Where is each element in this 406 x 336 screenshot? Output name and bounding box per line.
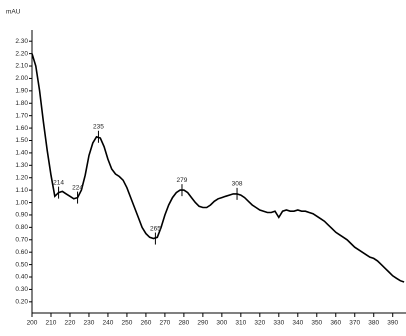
y-tick-label: 1.20	[15, 174, 28, 181]
peak-label: 308	[232, 181, 243, 188]
y-tick-label: 0.40	[15, 274, 28, 281]
x-tick-label: 370	[349, 320, 360, 327]
y-tick-label: 2.30	[15, 38, 28, 45]
y-tick-label: 1.90	[15, 88, 28, 95]
x-tick-label: 330	[273, 320, 284, 327]
x-tick-label: 250	[121, 320, 132, 327]
peak-label: 279	[177, 177, 188, 184]
x-tick-label: 300	[216, 320, 227, 327]
y-tick-label: 1.50	[15, 137, 28, 144]
x-tick-label: 390	[387, 320, 398, 327]
x-tick-label: 230	[84, 320, 95, 327]
x-tick-label: 360	[330, 320, 341, 327]
x-tick-label: 320	[254, 320, 265, 327]
y-tick-label: 2.20	[15, 50, 28, 57]
y-tick-label: 0.60	[15, 249, 28, 256]
y-tick-label: 1.60	[15, 125, 28, 132]
y-tick-label: 0.30	[15, 286, 28, 293]
y-tick-label: 0.20	[15, 299, 28, 306]
y-tick-label: 1.00	[15, 199, 28, 206]
x-tick-label: 340	[292, 320, 303, 327]
y-tick-label: 1.30	[15, 162, 28, 169]
spectrum-line	[31, 53, 405, 283]
x-tick-label: 260	[140, 320, 151, 327]
x-tick-label: 200	[27, 320, 38, 327]
x-tick-label: 240	[103, 320, 114, 327]
y-tick-label: 1.10	[15, 187, 28, 194]
y-tick-label: 1.70	[15, 112, 28, 119]
x-tick-label: 280	[178, 320, 189, 327]
y-tick-label: 0.50	[15, 261, 28, 268]
x-tick-label: 210	[46, 320, 57, 327]
peak-label: 235	[93, 123, 104, 130]
peak-label: 214	[53, 179, 64, 186]
y-tick-label: 0.80	[15, 224, 28, 231]
y-axis-label: mAU	[6, 9, 21, 16]
x-tick-label: 380	[368, 320, 379, 327]
x-tick-label: 310	[235, 320, 246, 327]
peak-label: 265	[150, 225, 161, 232]
x-tick-label: 220	[65, 320, 76, 327]
x-tick-label: 350	[311, 320, 322, 327]
y-tick-label: 2.10	[15, 63, 28, 70]
y-tick-label: 1.80	[15, 100, 28, 107]
peak-label: 224	[72, 184, 83, 191]
x-tick-label: 270	[159, 320, 170, 327]
y-tick-label: 2.00	[15, 75, 28, 82]
y-tick-label: 0.90	[15, 212, 28, 219]
y-tick-label: 0.70	[15, 236, 28, 243]
x-tick-label: 290	[197, 320, 208, 327]
y-tick-label: 1.40	[15, 150, 28, 157]
